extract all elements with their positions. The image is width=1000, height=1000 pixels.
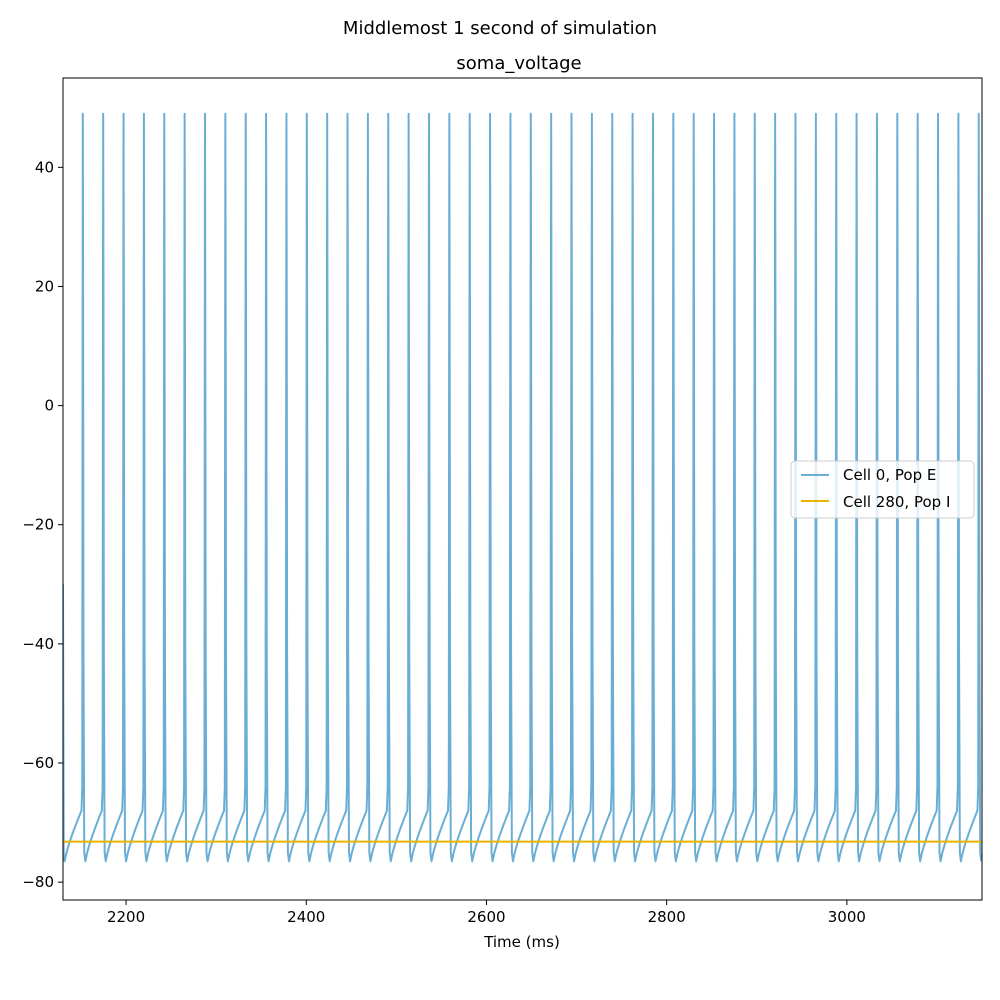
x-tick-label: 2200 [107, 908, 145, 926]
y-tick-label: −60 [22, 754, 54, 772]
y-tick-label: 40 [35, 158, 54, 176]
legend-label-cell-0: Cell 0, Pop E [843, 466, 936, 484]
chart-suptitle: Middlemost 1 second of simulation [343, 18, 657, 39]
x-tick-label: 2400 [287, 908, 325, 926]
series-layer [63, 112, 982, 863]
y-tick-label: −80 [22, 873, 54, 891]
chart-title: soma_voltage [456, 53, 581, 74]
x-tick-label: 2800 [648, 908, 686, 926]
y-tick-label: 20 [35, 277, 54, 295]
x-axis: 2200 2400 2600 2800 3000 [107, 900, 866, 926]
x-tick-label: 3000 [828, 908, 866, 926]
legend-frame [790, 460, 975, 519]
legend: Cell 0, Pop E Cell 280, Pop I [790, 460, 975, 519]
y-axis: −80 −60 −40 −20 0 20 40 [22, 158, 63, 891]
series-line-cell-0 [63, 112, 982, 863]
y-tick-label: −40 [22, 635, 54, 653]
y-tick-label: −20 [22, 516, 54, 534]
plot-frame [62, 77, 983, 901]
legend-label-cell-280: Cell 280, Pop I [843, 493, 950, 511]
x-axis-label: Time (ms) [483, 933, 560, 951]
x-tick-label: 2600 [467, 908, 505, 926]
y-tick-label: 0 [44, 397, 54, 415]
